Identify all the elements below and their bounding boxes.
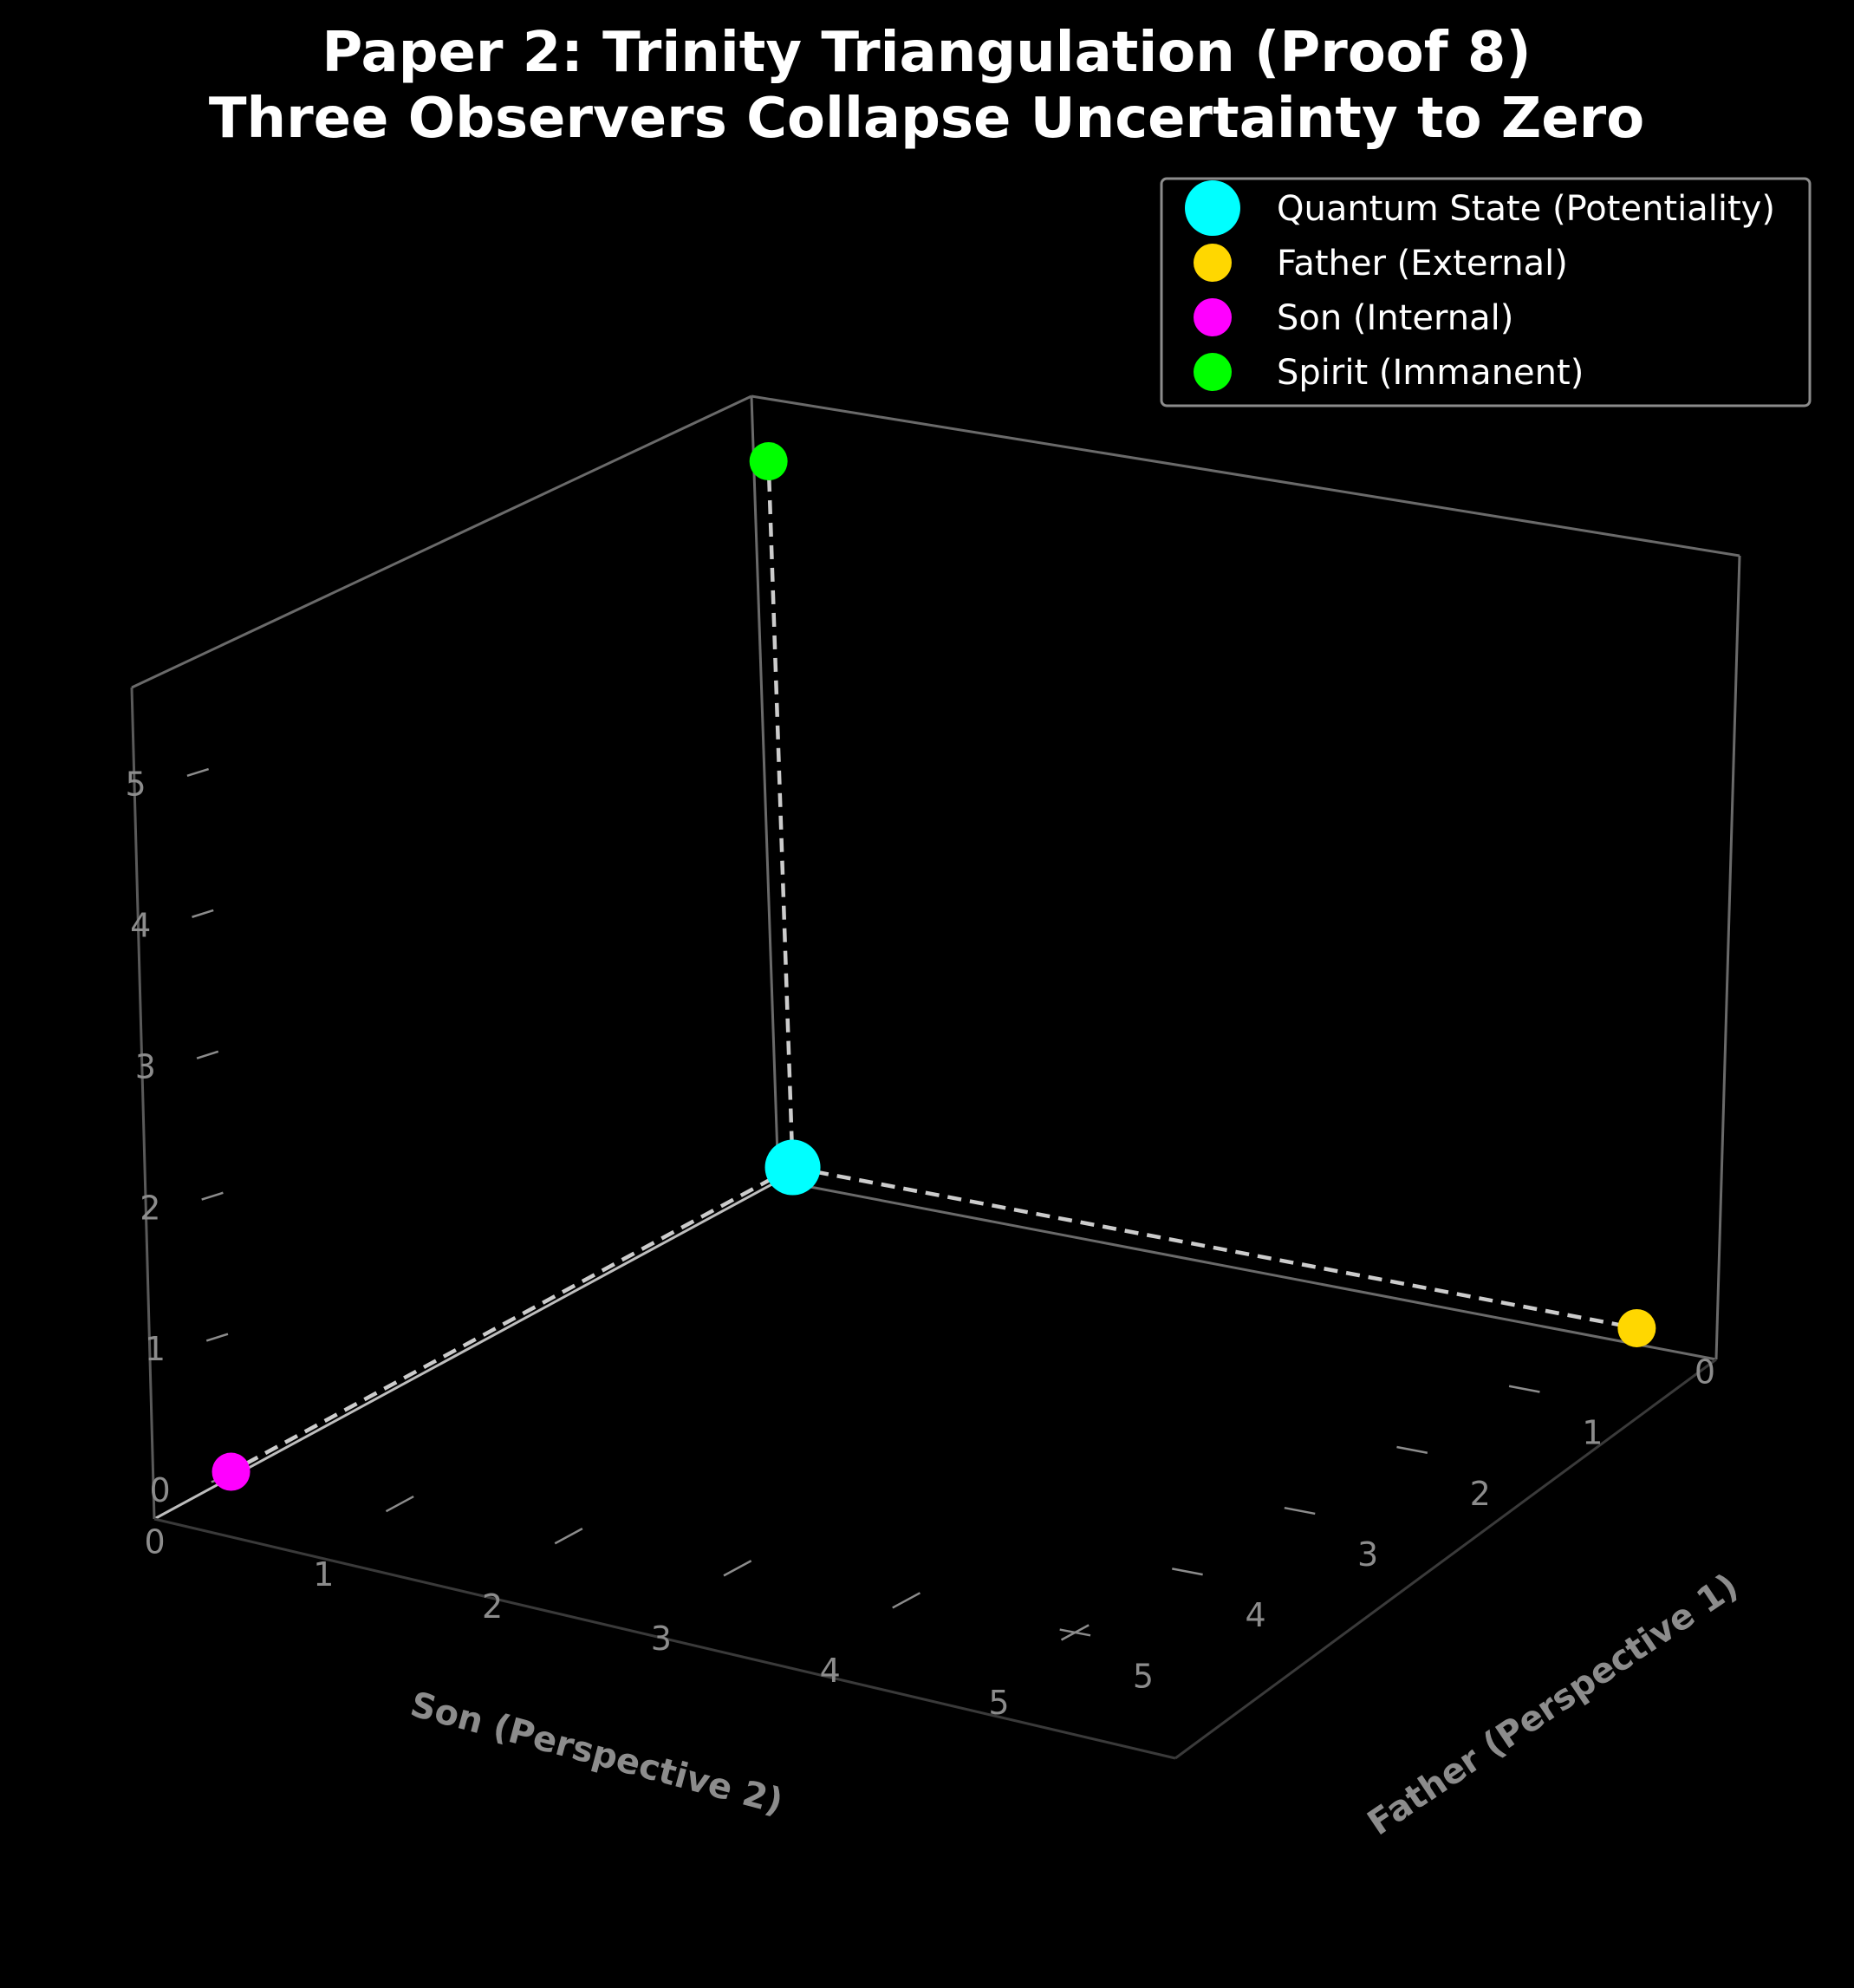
connector-line (231, 1168, 793, 1472)
tick-mark (202, 1193, 224, 1200)
box-edge (1175, 1359, 1716, 1758)
x-tick-label: 3 (651, 1620, 672, 1658)
z-tick-label: 1 (145, 1330, 166, 1368)
tick-mark (555, 1528, 582, 1543)
data-points (212, 442, 1656, 1491)
y-tick-label: 0 (1695, 1352, 1715, 1391)
x-tick-label: 1 (313, 1555, 334, 1594)
y-axis-label: Son (Perspective 2) (407, 1685, 787, 1822)
tick-mark (1285, 1508, 1315, 1514)
box-edge (1716, 556, 1740, 1359)
y-tick-label: 1 (1582, 1414, 1603, 1452)
axis-ticks: 0 1 2 3 4 5 0 1 2 3 4 5 0 1 2 3 4 5 (126, 766, 1715, 1723)
legend-marker (1194, 353, 1232, 391)
box-edge (778, 1181, 1716, 1359)
tick-mark (1396, 1447, 1427, 1453)
box-edge (132, 396, 751, 688)
legend-label: Son (Internal) (1277, 298, 1513, 338)
tick-mark (1509, 1386, 1539, 1392)
legend-label: Quantum State (Potentiality) (1277, 189, 1775, 229)
y-tick-label: 2 (1470, 1475, 1491, 1513)
connector-line (769, 461, 793, 1168)
tick-mark (1172, 1568, 1202, 1574)
z-tick-label: 0 (149, 1471, 170, 1509)
z-tick-label: 5 (126, 766, 146, 804)
data-point (765, 1140, 821, 1196)
box-edge (751, 396, 778, 1181)
legend-marker (1185, 180, 1240, 236)
x-tick-label: 0 (145, 1523, 166, 1561)
box-edge (751, 396, 1740, 556)
tick-mark (386, 1496, 413, 1511)
tick-mark (724, 1561, 751, 1575)
tick-mark (192, 910, 214, 917)
x-tick-label: 2 (482, 1587, 503, 1626)
legend-label: Spirit (Immanent) (1277, 353, 1584, 393)
tick-mark (187, 769, 209, 776)
z-tick-label: 2 (140, 1189, 160, 1227)
connector-line (793, 1168, 1637, 1328)
y-tick-label: 5 (1133, 1657, 1154, 1695)
data-point (750, 442, 788, 480)
tick-mark (1060, 1630, 1090, 1636)
tick-mark (893, 1593, 920, 1607)
chart-subtitle: Three Observers Collapse Uncertainty to … (209, 87, 1644, 151)
x-axis-label: Father (Perspective 1) (1361, 1566, 1746, 1843)
x-tick-label: 4 (820, 1652, 841, 1690)
legend-label: Father (External) (1277, 244, 1568, 284)
legend: Quantum State (Potentiality) Father (Exte… (1161, 179, 1810, 406)
tick-mark (206, 1334, 228, 1341)
legend-marker (1194, 244, 1232, 282)
y-tick-label: 4 (1245, 1596, 1265, 1634)
chart-title: Paper 2: Trinity Triangulation (Proof 8) (322, 21, 1531, 85)
y-tick-label: 3 (1357, 1535, 1378, 1574)
axes-panes (132, 396, 1740, 1758)
data-point (212, 1453, 250, 1491)
z-tick-label: 4 (130, 906, 151, 944)
z-tick-label: 3 (135, 1047, 156, 1085)
data-point (1617, 1309, 1656, 1347)
tick-mark (197, 1052, 218, 1059)
legend-marker (1194, 298, 1232, 336)
box-edge (132, 688, 154, 1519)
connector-lines (231, 461, 1637, 1472)
x-tick-label: 5 (988, 1684, 1009, 1722)
